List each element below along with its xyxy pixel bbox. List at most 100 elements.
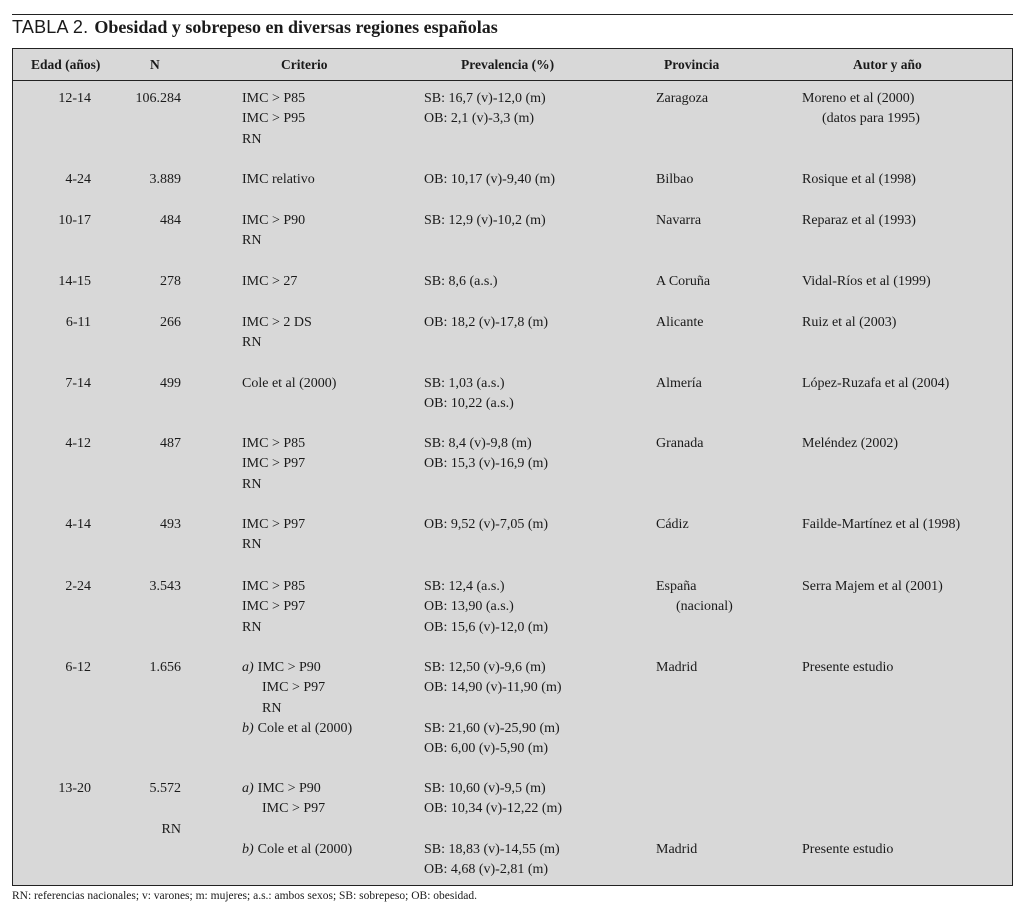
- cell-line: OB: 10,22 (a.s.): [424, 396, 514, 412]
- item-marker: b): [242, 841, 254, 857]
- cell-line: 4-14: [65, 517, 91, 532]
- cell-line: SB: 8,6 (a.s.): [424, 274, 498, 289]
- cell-line: 7-14: [65, 376, 91, 391]
- cell-line: IMC > P97: [242, 799, 352, 819]
- cell-line: Rosique et al (1998): [802, 170, 916, 190]
- cell-line: IMC > P97: [242, 454, 305, 474]
- line-text: Cole et al (2000): [242, 376, 337, 391]
- cell-line: SB: 21,60 (v)-25,90 (m): [424, 720, 560, 736]
- line-text: (nacional): [676, 599, 733, 615]
- line-text: Rosique et al (1998): [802, 172, 916, 187]
- cell-line: OB: 13,90 (a.s.): [424, 599, 514, 615]
- cell-criterio: IMC relativo: [242, 170, 315, 190]
- header-provincia: Provincia: [664, 57, 720, 72]
- cell-line: Navarra: [656, 211, 701, 231]
- cell-line: [93, 799, 181, 819]
- line-text: IMC > P97: [242, 456, 306, 472]
- cell-edad: 2-24: [13, 577, 91, 597]
- cell-criterio: IMC > P90 RN: [242, 211, 305, 252]
- line-text: IMC > P90: [242, 213, 306, 228]
- line-text: IMC > P97: [242, 517, 306, 532]
- line-text: RN: [242, 131, 262, 147]
- cell-line: 1.656: [149, 660, 182, 675]
- cell-line: b) Cole et al (2000): [242, 840, 352, 860]
- cell-n: 266: [93, 313, 181, 333]
- line-text: Reparaz et al (1993): [802, 213, 916, 228]
- cell-prov: Cádiz: [656, 515, 689, 535]
- top-rule: [12, 14, 1013, 15]
- line-text: Serra Majem et al (2001): [802, 579, 943, 594]
- line-text: Madrid: [656, 660, 698, 675]
- line-text: (datos para 1995): [822, 111, 920, 127]
- cell-prev: OB: 18,2 (v)-17,8 (m): [424, 313, 548, 333]
- table-header: Edad (años) N Criterio Prevalencia (%) P…: [13, 49, 1012, 81]
- line-text: A Coruña: [656, 274, 711, 289]
- cell-line: IMC > P90: [242, 211, 305, 231]
- cell-line: Madrid: [656, 658, 697, 678]
- line-text: Alicante: [656, 315, 704, 330]
- cell-line: Presente estudio: [802, 840, 893, 860]
- cell-prov: España (nacional): [656, 577, 733, 618]
- cell-prev: SB: 8,6 (a.s.): [424, 272, 498, 292]
- cell-prev: SB: 12,4 (a.s.) OB: 13,90 (a.s.) OB: 15,6 …: [424, 577, 548, 638]
- cell-line: 487: [160, 436, 181, 451]
- cell-line: [242, 820, 352, 840]
- header-autor: Autor y año: [853, 57, 922, 72]
- cell-autor: López-Ruzafa et al (2004): [802, 374, 949, 394]
- line-text: Cole et al (2000): [257, 720, 353, 736]
- cell-edad: 6-12: [13, 658, 91, 678]
- cell-line: 4-12: [65, 436, 91, 451]
- item-marker: a): [242, 660, 254, 675]
- cell-line: 484: [160, 213, 181, 228]
- cell-line: RN: [242, 475, 305, 495]
- cell-autor: Rosique et al (1998): [802, 170, 916, 190]
- cell-n: 499: [93, 374, 181, 394]
- cell-criterio: IMC > 27: [242, 272, 297, 292]
- line-text: Cole et al (2000): [257, 841, 353, 857]
- cell-line: 106.284: [135, 91, 182, 106]
- cell-line: RN: [242, 618, 305, 638]
- cell-line: 13-20: [58, 781, 91, 796]
- header-criterio: Criterio: [281, 57, 328, 72]
- cell-line: SB: 16,7 (v)-12,0 (m): [424, 91, 546, 106]
- header-edad: Edad (años): [31, 57, 101, 72]
- cell-prev: SB: 1,03 (a.s.) OB: 10,22 (a.s.): [424, 374, 514, 415]
- cell-autor: Presente estudio: [802, 658, 893, 678]
- cell-line: A Coruña: [656, 272, 710, 292]
- cell-autor: Vidal-Ríos et al (1999): [802, 272, 931, 292]
- header-prevalencia: Prevalencia (%): [461, 57, 555, 72]
- cell-line: RN: [242, 535, 305, 555]
- cell-criterio: a) IMC > P90 IMC > P97 RN b) Cole et al (2000…: [242, 658, 352, 739]
- cell-edad: 6-11: [13, 313, 91, 333]
- line-text: RN: [242, 537, 262, 553]
- line-text: Bilbao: [656, 172, 694, 187]
- cell-line: IMC > 2 DS: [242, 313, 312, 333]
- cell-line: Cádiz: [656, 515, 689, 535]
- line-text: IMC > P90: [257, 781, 321, 796]
- cell-line: (nacional): [656, 597, 733, 617]
- table-label: TABLA 2.: [12, 17, 89, 37]
- cell-n: 106.284: [93, 89, 182, 109]
- cell-line: [424, 820, 562, 840]
- cell-line: Bilbao: [656, 170, 693, 190]
- cell-autor: Moreno et al (2000) (datos para 1995): [802, 89, 920, 130]
- cell-prov: Madrid: [656, 779, 697, 860]
- line-text: Failde-Martínez et al (1998): [802, 517, 961, 532]
- cell-line: RN: [242, 231, 305, 251]
- cell-criterio: IMC > P85 IMC > P97 RN: [242, 434, 305, 495]
- cell-line: 12-14: [58, 91, 91, 106]
- cell-line: 2-24: [65, 579, 91, 594]
- line-text: IMC > 2 DS: [242, 315, 312, 330]
- cell-line: 5.572: [149, 781, 182, 796]
- cell-line: López-Ruzafa et al (2004): [802, 374, 949, 394]
- cell-prev: OB: 10,17 (v)-9,40 (m): [424, 170, 555, 190]
- line-text: IMC > P85: [242, 91, 306, 106]
- cell-prov: Zaragoza: [656, 89, 708, 109]
- cell-line: Vidal-Ríos et al (1999): [802, 272, 931, 292]
- line-text: Vidal-Ríos et al (1999): [802, 274, 931, 289]
- cell-line: Meléndez (2002): [802, 434, 898, 454]
- cell-line: Serra Majem et al (2001): [802, 577, 943, 597]
- line-text: RN: [242, 335, 262, 351]
- cell-line: IMC > 27: [242, 272, 297, 292]
- cell-line: [802, 820, 893, 840]
